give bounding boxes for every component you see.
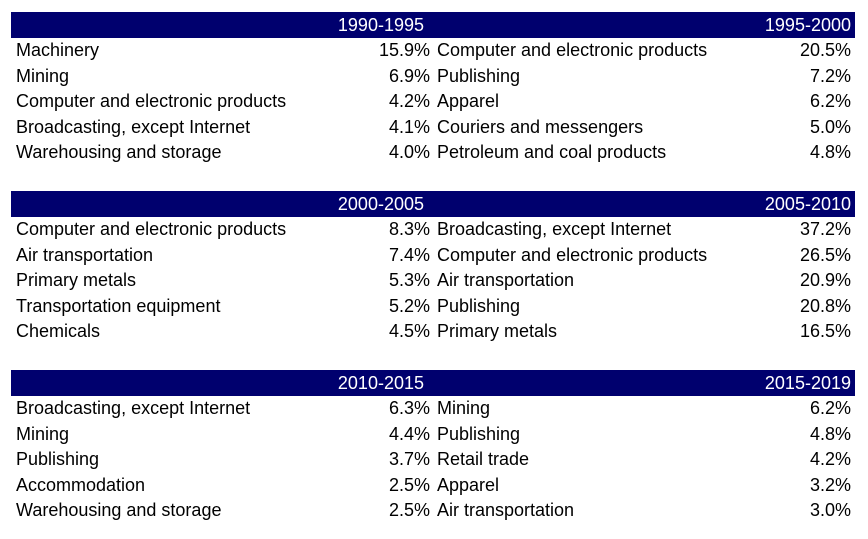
table-row: Computer and electronic products 4.2% Ap… [11,89,855,115]
industry-name-right: Publishing [437,295,521,316]
growth-value-left: 6.9% [388,65,430,86]
table-row: Broadcasting, except Internet 4.1% Couri… [11,115,855,141]
industry-name-right: Publishing [437,423,521,444]
period-label-left: 2000-2005 [337,194,424,214]
growth-value-right: 20.8% [799,295,851,316]
industry-name-right: Couriers and messengers [437,116,644,137]
period-label-right: 2015-2019 [764,373,851,393]
growth-value-left: 4.1% [388,116,430,137]
period-header: 1990-1995 1995-2000 [11,12,855,38]
industry-name-right: Publishing [437,65,521,86]
growth-value-left: 4.5% [388,321,430,342]
industry-name-right: Apparel [437,474,500,495]
table-row: Machinery 15.9% Computer and electronic … [11,38,855,64]
industry-name-right: Computer and electronic products [437,40,708,60]
industry-name-right: Broadcasting, except Internet [437,219,672,239]
table-row: Chemicals 4.5% Primary metals 16.5% [11,319,855,345]
table-row: Broadcasting, except Internet 6.3% Minin… [11,396,855,422]
table-row: Warehousing and storage 4.0% Petroleum a… [11,140,855,166]
growth-value-left: 4.2% [388,91,430,112]
industry-name-right: Air transportation [437,270,575,291]
growth-value-left: 7.4% [388,244,430,265]
industry-name-left: Broadcasting, except Internet [16,398,251,418]
industry-name-left: Air transportation [16,244,154,265]
growth-value-left: 2.5% [388,500,430,521]
growth-value-left: 8.3% [388,219,430,239]
industry-name-right: Mining [437,398,491,418]
period-table-2010-2019: 2010-2015 2015-2019 Broadcasting, except… [11,370,855,524]
growth-value-right: 20.9% [799,270,851,291]
table-row: Computer and electronic products 8.3% Br… [11,217,855,243]
growth-value-left: 2.5% [388,474,430,495]
growth-value-left: 4.4% [388,423,430,444]
industry-name-right: Retail trade [437,449,530,470]
industry-name-left: Computer and electronic products [16,91,287,112]
table-row: Publishing 3.7% Retail trade 4.2% [11,447,855,473]
growth-value-right: 26.5% [799,244,851,265]
industry-name-left: Machinery [16,40,100,60]
growth-value-left: 5.3% [388,270,430,291]
industry-name-left: Broadcasting, except Internet [16,116,251,137]
industry-name-left: Warehousing and storage [16,500,222,521]
growth-value-right: 5.0% [809,116,851,137]
period-label-left: 1990-1995 [337,15,424,35]
period-table-1990-2000: 1990-1995 1995-2000 Machinery 15.9% Comp… [11,12,855,166]
growth-value-right: 3.0% [809,500,851,521]
period-label-right: 1995-2000 [764,15,851,35]
table-row: Warehousing and storage 2.5% Air transpo… [11,498,855,524]
industry-name-right: Petroleum and coal products [437,142,667,163]
industry-name-left: Mining [16,65,70,86]
growth-value-right: 4.8% [809,142,851,163]
growth-value-right: 3.2% [809,474,851,495]
growth-value-left: 4.0% [388,142,430,163]
industry-name-left: Computer and electronic products [16,219,287,239]
industry-name-right: Air transportation [437,500,575,521]
growth-value-left: 5.2% [388,295,430,316]
growth-value-left: 15.9% [378,40,430,60]
period-header: 2010-2015 2015-2019 [11,370,855,396]
growth-value-left: 6.3% [388,398,430,418]
industry-name-right: Computer and electronic products [437,244,708,265]
industry-name-left: Primary metals [16,270,137,291]
growth-value-right: 20.5% [799,40,851,60]
period-header: 2000-2005 2005-2010 [11,191,855,217]
industry-name-left: Transportation equipment [16,295,221,316]
growth-value-right: 6.2% [809,91,851,112]
growth-value-left: 3.7% [388,449,430,470]
period-label-right: 2005-2010 [764,194,851,214]
table-row: Mining 4.4% Publishing 4.8% [11,422,855,448]
table-row: Accommodation 2.5% Apparel 3.2% [11,473,855,499]
table-row: Mining 6.9% Publishing 7.2% [11,64,855,90]
industry-name-left: Mining [16,423,70,444]
period-label-left: 2010-2015 [337,373,424,393]
growth-value-right: 4.2% [809,449,851,470]
growth-value-right: 6.2% [809,398,851,418]
industry-name-left: Warehousing and storage [16,142,222,163]
growth-value-right: 7.2% [809,65,851,86]
industry-name-right: Apparel [437,91,500,112]
growth-value-right: 37.2% [799,219,851,239]
table-row: Primary metals 5.3% Air transportation 2… [11,268,855,294]
period-table-2000-2010: 2000-2005 2005-2010 Computer and electro… [11,191,855,345]
industry-name-right: Primary metals [437,321,558,342]
table-row: Transportation equipment 5.2% Publishing… [11,294,855,320]
industry-name-left: Chemicals [16,321,101,342]
growth-value-right: 4.8% [809,423,851,444]
growth-value-right: 16.5% [799,321,851,342]
industry-name-left: Accommodation [16,474,146,495]
industry-name-left: Publishing [16,449,100,470]
table-row: Air transportation 7.4% Computer and ele… [11,243,855,269]
